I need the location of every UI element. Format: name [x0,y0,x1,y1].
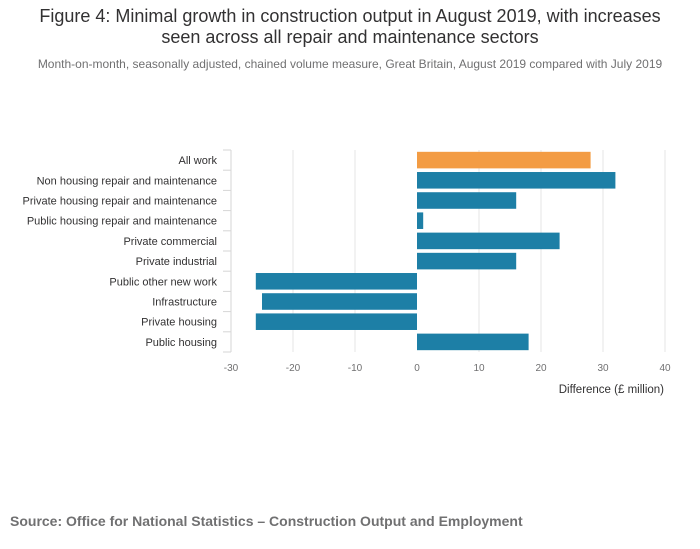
bar[interactable] [417,151,591,169]
bar[interactable] [417,172,616,189]
source-note: Source: Office for National Statistics –… [10,513,523,529]
x-tick-label: 30 [597,363,609,374]
bar[interactable] [417,252,517,270]
x-tick-label: 40 [659,363,671,374]
x-tick-label: -20 [286,363,301,374]
x-axis-ticks: -30 -20 -10 0 10 20 30 40 [224,363,671,374]
category-label: Public housing repair and maintenance [27,216,217,228]
category-label: Private housing repair and maintenance [23,196,217,208]
category-label: Private commercial [123,236,217,248]
category-label: Private industrial [136,256,217,268]
bar[interactable] [262,293,417,310]
category-label: All work [178,155,217,167]
x-tick-label: -30 [224,363,239,374]
bar[interactable] [417,232,560,250]
x-tick-label: 10 [473,363,485,374]
bar[interactable] [255,313,417,330]
category-label: Infrastructure [152,297,217,309]
bar[interactable] [417,333,529,351]
x-axis-title: Difference (£ million) [559,384,664,396]
category-label: Non housing repair and maintenance [37,175,217,187]
bar-chart: All work Non housing repair and maintenan… [23,149,671,396]
category-label: Private housing [141,317,217,329]
bar[interactable] [417,212,424,229]
bar[interactable] [255,273,417,290]
chart-subtitle: Month-on-month, seasonally adjusted, cha… [37,57,663,71]
x-tick-label: 0 [414,363,420,374]
category-axis: All work Non housing repair and maintenan… [23,149,232,353]
x-tick-label: -10 [348,363,363,374]
category-label: Public other new work [109,276,217,288]
bar[interactable] [417,192,517,209]
x-tick-label: 20 [535,363,547,374]
category-label: Public housing [145,337,217,349]
bars [255,151,616,351]
chart-title: Figure 4: Minimal growth in construction… [39,6,661,47]
